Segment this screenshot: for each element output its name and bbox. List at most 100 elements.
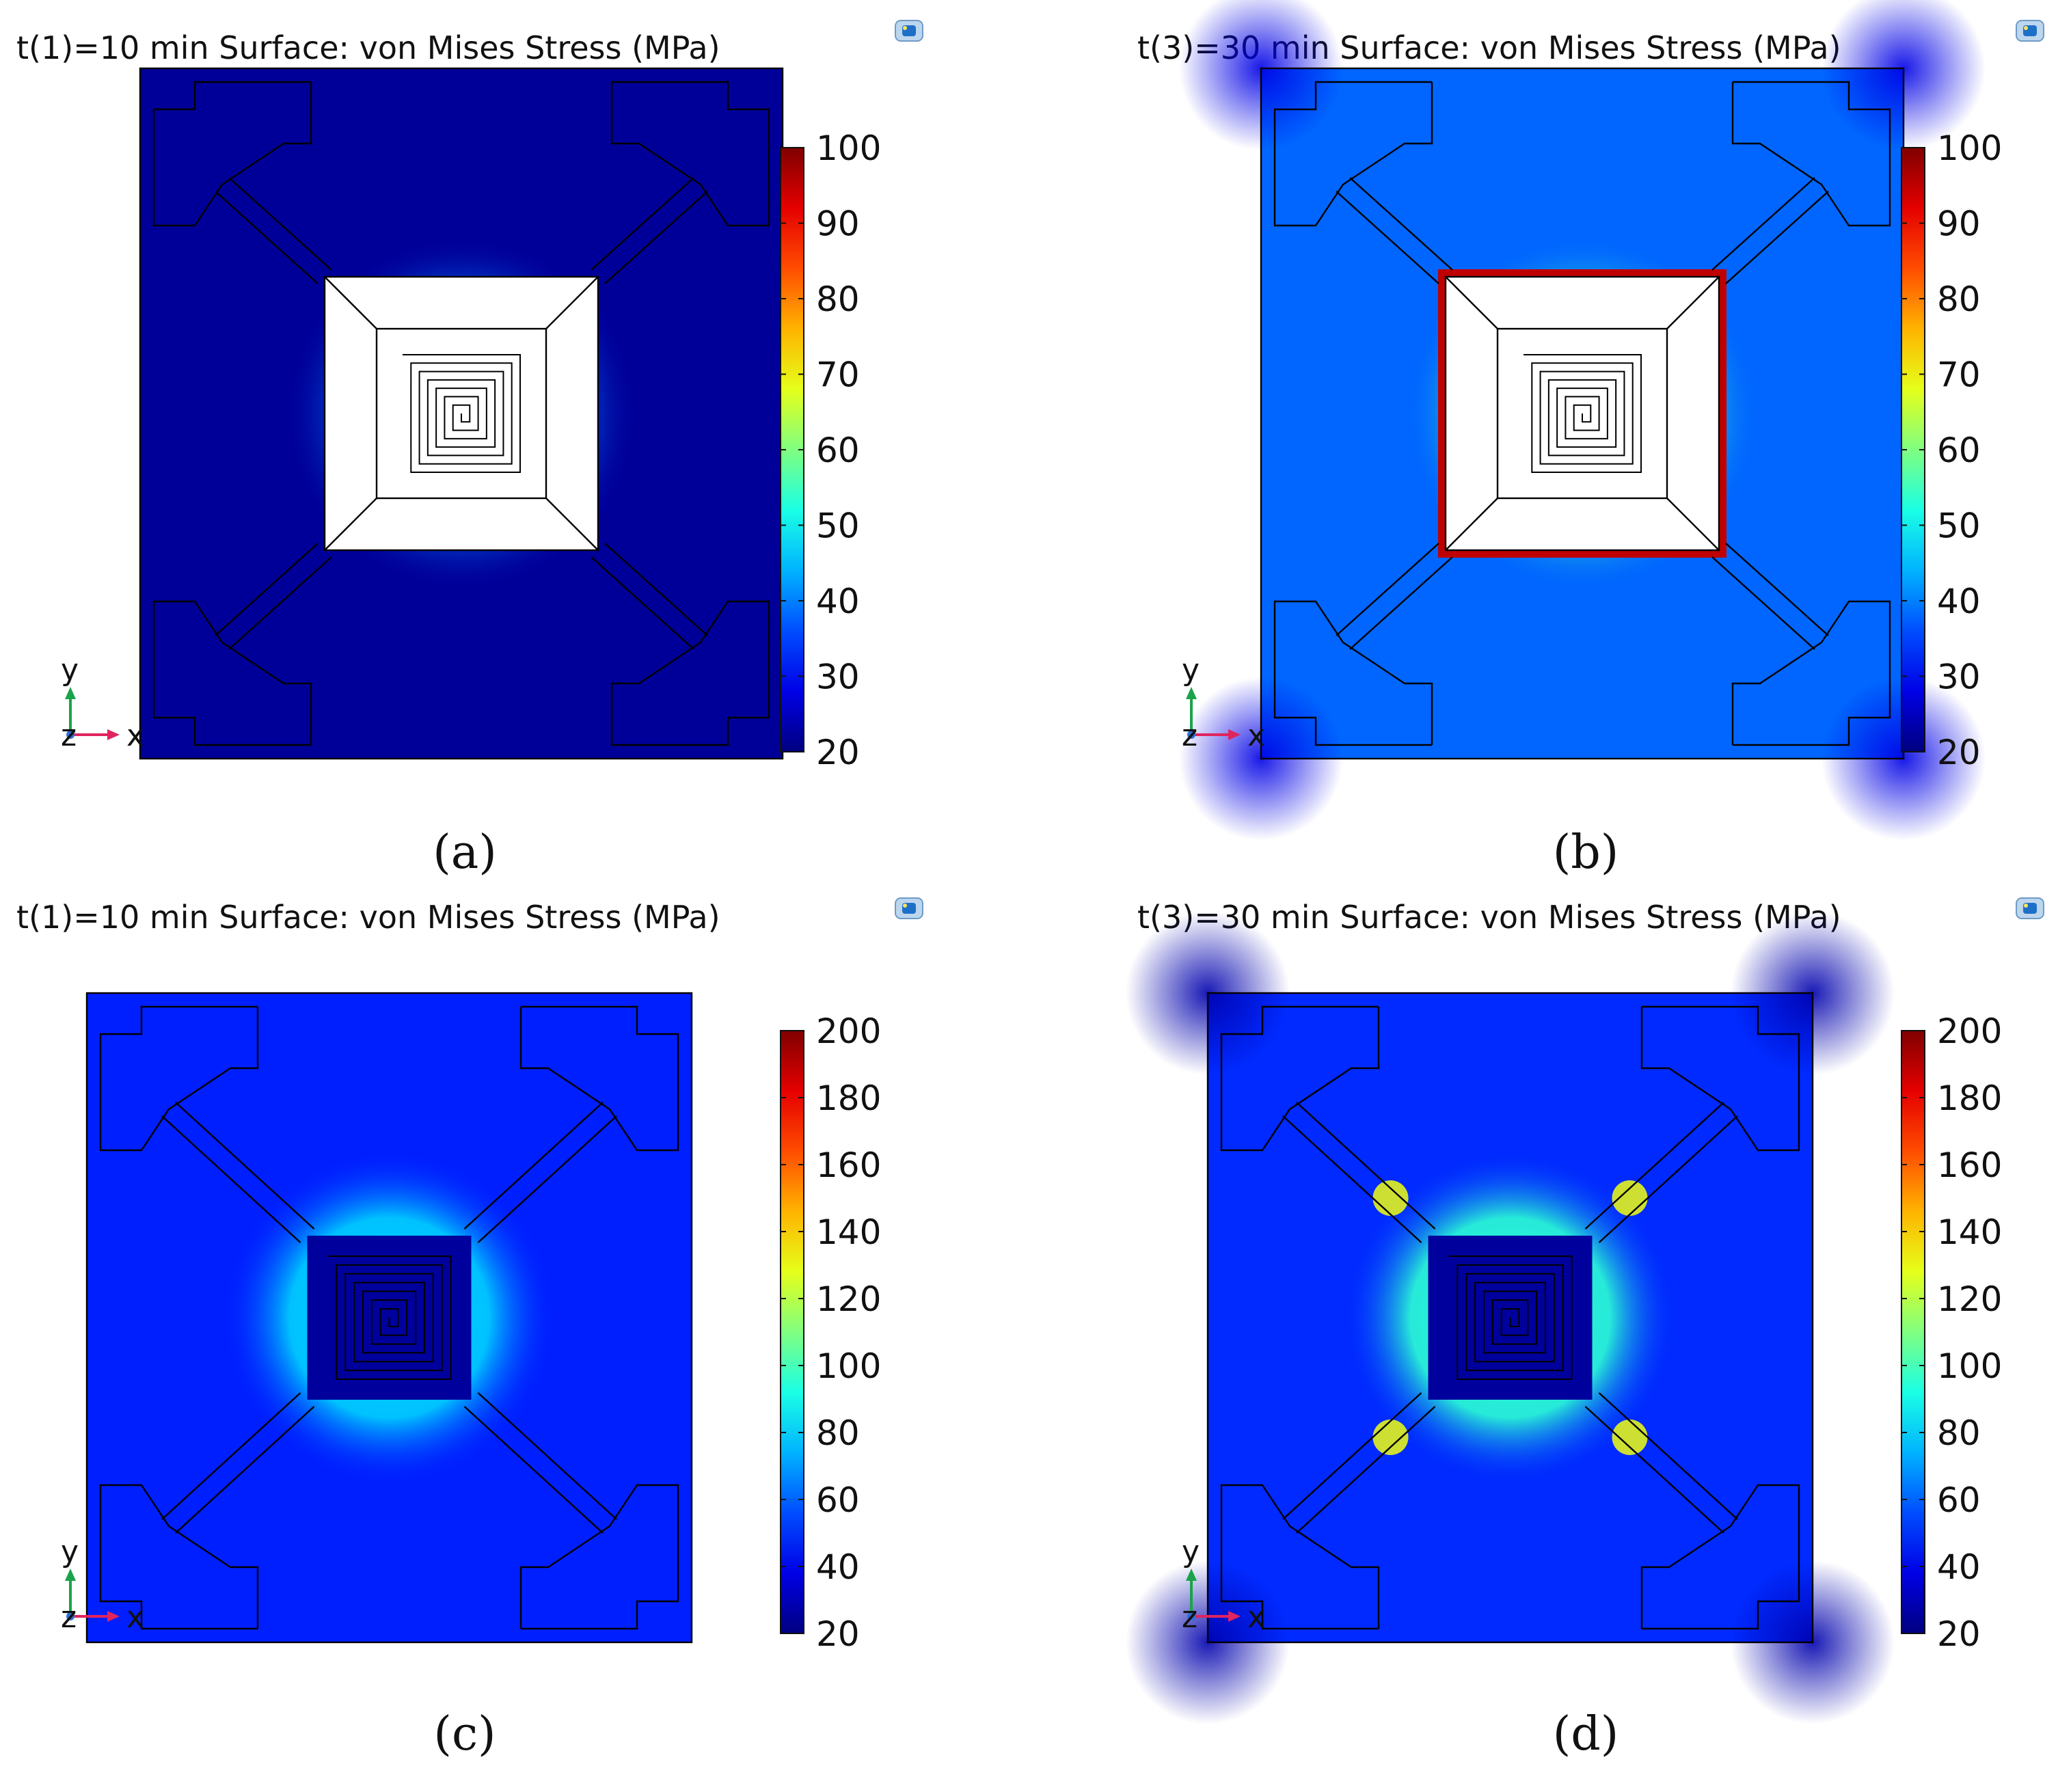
colorbar-tick-label: 20: [816, 733, 860, 772]
z-axis-label: z: [1182, 1600, 1197, 1635]
contact-pad-outline: [1220, 1484, 1380, 1630]
beam-line: [1349, 177, 1453, 271]
contact-pad-outline: [1273, 81, 1433, 227]
beam-line: [1336, 543, 1439, 636]
colorbar-tick-label: 30: [1937, 657, 1981, 697]
colorbar-tick-label: 90: [816, 204, 860, 244]
z-axis-label: z: [61, 718, 77, 753]
beam-line: [1584, 1406, 1724, 1534]
colorbar-tick-label: 120: [816, 1279, 881, 1319]
comsol-logo-icon: [2016, 897, 2044, 919]
z-axis-dot: [66, 731, 75, 739]
colorbar-tick-label: 120: [1937, 1279, 2002, 1319]
beam-line: [1296, 1102, 1436, 1230]
spiral-heater: [403, 354, 521, 473]
comsol-logo-icon: [895, 897, 923, 919]
beam-line: [161, 1392, 301, 1520]
colorbar-tick-label: 200: [1937, 1012, 2002, 1051]
comsol-logo-icon: [895, 20, 923, 42]
beam-line: [215, 191, 319, 284]
contact-pad-outline: [1640, 1484, 1800, 1630]
contact-pad-outline: [1220, 1005, 1380, 1152]
comsol-logo-icon: [2016, 20, 2044, 42]
opening-edge-hotspot: [1438, 269, 1727, 558]
colorbar-tick-label: 80: [816, 280, 860, 319]
z-axis-label: z: [1182, 718, 1197, 753]
z-axis-dot: [66, 1612, 75, 1620]
contact-pad-outline: [610, 81, 770, 227]
beam-line: [1296, 1406, 1436, 1534]
spiral-heater: [1524, 354, 1642, 473]
frame-diagonal: [324, 498, 377, 551]
frame-diagonal: [545, 498, 599, 551]
y-arrowhead: [1186, 687, 1197, 699]
plate-border: [1206, 992, 1814, 1644]
frame-diagonal: [1445, 498, 1498, 551]
beam-line: [591, 177, 694, 271]
structure-outline: [1206, 992, 1814, 1644]
beam-line: [1598, 1115, 1738, 1243]
y-arrowhead: [65, 1569, 76, 1581]
colorbar-tick-label: 100: [1937, 128, 2002, 168]
axis-triad: yz x: [61, 653, 144, 753]
x-arrowhead: [107, 729, 120, 740]
frame-diagonal: [1666, 276, 1720, 329]
beam-line: [477, 1392, 617, 1520]
beam-line: [175, 1102, 315, 1230]
colorbar-tick-label: 80: [816, 1413, 860, 1453]
plate-border: [85, 992, 693, 1644]
contact-pad-outline: [519, 1484, 679, 1630]
x-axis-label: x: [126, 1600, 144, 1635]
colorbar-tick-label: 50: [816, 506, 860, 546]
beam-line: [477, 1115, 617, 1243]
colorbar-tick-label: 40: [1937, 582, 1981, 621]
colorbar-tick-label: 30: [816, 657, 860, 697]
y-arrowhead: [1186, 1569, 1197, 1581]
membrane-corner-hotspot-0: [1372, 1180, 1409, 1216]
beam-line: [1711, 177, 1815, 271]
beam-line: [604, 543, 708, 636]
z-axis-dot: [1187, 731, 1195, 739]
panel-caption: (b): [1553, 826, 1619, 880]
y-arrowhead: [65, 687, 76, 699]
opening-border: [323, 275, 599, 552]
beam-line: [1349, 556, 1453, 650]
colorbar-tick-label: 50: [1937, 506, 1981, 546]
x-axis-label: x: [1247, 718, 1265, 753]
beam-line: [228, 556, 332, 650]
colorbar-tick-label: 180: [1937, 1078, 2002, 1118]
colorbar-tick-label: 100: [816, 128, 881, 168]
contact-pad-outline: [152, 81, 312, 227]
axis-triad: yz x: [1182, 653, 1265, 753]
beam-line: [228, 177, 332, 271]
colorbar-tick-label: 60: [816, 1480, 860, 1520]
z-axis-label: z: [61, 1600, 77, 1635]
colorbar-tick-label: 20: [1937, 733, 1981, 772]
colorbar-tick-label: 70: [1937, 355, 1981, 395]
y-axis-label: y: [1182, 1534, 1200, 1569]
colorbar-tick-label: 180: [816, 1078, 881, 1118]
colorbar-tick-label: 20: [1937, 1614, 1981, 1654]
colorbar-tick-label: 100: [816, 1346, 881, 1386]
frame-diagonal: [1666, 498, 1720, 551]
colorbar: [1901, 1030, 1925, 1634]
stress-panel-c: t(1)=10 min Surface: von Mises Stress (M…: [16, 897, 923, 1761]
structure-outline: [139, 67, 784, 760]
x-arrowhead: [1228, 729, 1241, 740]
beam-line: [1598, 1392, 1738, 1520]
beam-line: [463, 1406, 604, 1534]
structure-outline: [1260, 67, 1905, 760]
y-axis-label: y: [1182, 653, 1200, 688]
contact-pad-outline: [610, 600, 770, 746]
structure-outline: [85, 992, 693, 1644]
beam-line: [1282, 1392, 1422, 1520]
colorbar-tick-label: 40: [816, 1547, 860, 1587]
plot-title: t(1)=10 min Surface: von Mises Stress (M…: [16, 29, 720, 66]
contact-pad-outline: [1731, 81, 1891, 227]
x-axis-label: x: [126, 718, 144, 753]
inner-frame: [1496, 327, 1668, 500]
y-axis-label: y: [61, 1534, 79, 1569]
beam-line: [1282, 1115, 1422, 1243]
contact-pad-outline: [152, 600, 312, 746]
